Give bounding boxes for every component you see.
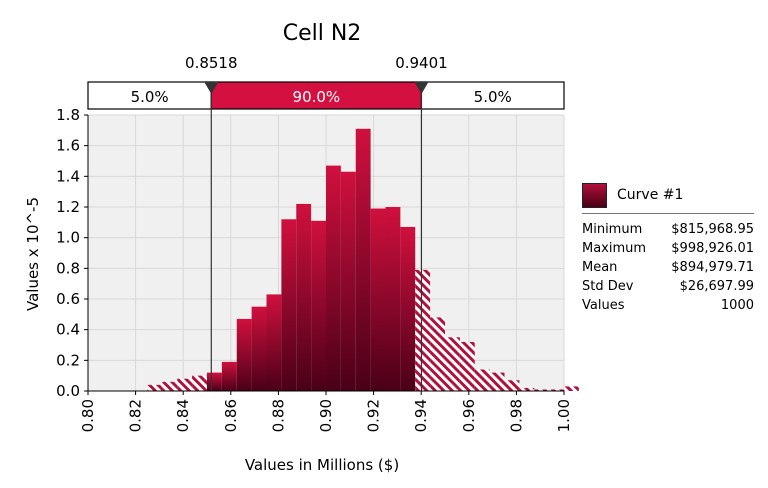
stats-divider: [582, 213, 754, 214]
histogram-bar: [370, 208, 386, 391]
y-tick-label: 0.2: [56, 351, 80, 369]
y-tick-label: 1.8: [56, 106, 80, 124]
chart-title: Cell N2: [283, 21, 362, 46]
y-tick-label: 0.8: [56, 259, 80, 277]
histogram-bar: [549, 389, 564, 391]
stat-value: $998,926.01: [671, 241, 754, 256]
x-tick-label: 1.00: [555, 399, 573, 432]
histogram-bar: [162, 381, 178, 391]
percentile-band-bar: 5.0% 90.0% 5.0% 0.8518 0.9401: [87, 54, 565, 110]
x-tick-label: 0.84: [174, 399, 192, 432]
y-axis-label: Values x 10^-5: [24, 197, 42, 311]
y-tick-label: 0.6: [56, 290, 80, 308]
x-tick-label: 0.86: [222, 399, 240, 432]
stat-label: Std Dev: [582, 279, 634, 294]
stat-label: Minimum: [582, 222, 643, 237]
x-tick-label: 0.94: [412, 399, 430, 432]
x-tick-label: 0.92: [365, 399, 383, 432]
y-tick-label: 1.2: [56, 198, 80, 216]
histogram-bar: [221, 361, 237, 391]
x-axis-label: Values in Millions ($): [245, 456, 399, 474]
histogram-bar: [340, 171, 356, 391]
stat-row: Minimum $815,968.95: [582, 220, 754, 239]
percentile-band-label: 5.0%: [131, 88, 169, 106]
histogram-bar: [400, 226, 416, 391]
stat-row: Std Dev $26,697.99: [582, 277, 754, 296]
percentile-band-label: 90.0%: [293, 88, 341, 106]
histogram-bar: [430, 317, 445, 391]
histogram-bar: [147, 384, 163, 391]
plot-area: 0.0 0.2 0.4 0.6 0.8 1.0 1.2 1.4 1.6 1.8 0.80 0.82 0.…: [56, 88, 579, 432]
x-tick-label: 0.82: [127, 399, 145, 432]
histogram-bar: [266, 294, 282, 391]
stat-label: Values: [582, 298, 625, 313]
y-tick-label: 1.4: [56, 167, 80, 185]
histogram-bar: [489, 372, 505, 391]
stat-value: $815,968.95: [671, 222, 754, 237]
histogram-bar: [311, 220, 326, 391]
stat-row: Maximum $998,926.01: [582, 239, 754, 258]
legend-swatch: [582, 182, 607, 208]
histogram-bar: [564, 386, 579, 391]
stat-row: Values 1000: [582, 296, 754, 315]
legend-label: Curve #1: [617, 187, 684, 203]
histogram-bar: [192, 375, 207, 391]
histogram-bar: [207, 372, 222, 391]
stats-list: Minimum $815,968.95 Maximum $998,926.01 Mean…: [582, 220, 754, 315]
histogram-bar: [355, 128, 371, 392]
stat-label: Maximum: [582, 241, 647, 256]
histogram-bar: [296, 203, 312, 391]
percentile-band-label: 5.0%: [474, 88, 512, 106]
y-tick-label: 1.6: [56, 137, 80, 155]
histogram-bar: [474, 369, 490, 391]
x-tick-label: 0.80: [79, 399, 97, 432]
histogram-bar: [415, 269, 431, 391]
stat-value: $894,979.71: [671, 260, 754, 275]
stat-value: 1000: [720, 298, 754, 313]
stat-value: $26,697.99: [679, 279, 754, 294]
stat-row: Mean $894,979.71: [582, 258, 754, 277]
histogram-bar: [534, 389, 550, 391]
legend: Curve #1: [582, 180, 754, 210]
histogram-bar: [236, 318, 252, 391]
histogram-bar: [385, 207, 401, 391]
percentile-marker-label: 0.9401: [395, 54, 448, 72]
y-tick-label: 0.0: [56, 382, 80, 400]
x-tick-label: 0.98: [507, 399, 525, 432]
percentile-marker-label: 0.8518: [185, 54, 238, 72]
x-tick-label: 0.96: [460, 399, 478, 432]
percentile-band-segment: [87, 81, 212, 110]
histogram-bar: [326, 165, 341, 391]
y-tick-label: 1.0: [56, 229, 80, 247]
histogram-bar: [251, 306, 267, 391]
y-tick-label: 0.4: [56, 321, 80, 339]
histogram-bar: [281, 219, 297, 391]
x-tick-label: 0.88: [269, 399, 287, 432]
stats-panel: Curve #1 Minimum $815,968.95 Maximum $998,9…: [582, 180, 754, 315]
histogram-bar: [519, 387, 535, 391]
x-tick-label: 0.90: [317, 399, 335, 432]
histogram-bar: [504, 380, 520, 391]
stat-label: Mean: [582, 260, 618, 275]
histogram-bar: [177, 378, 193, 391]
histogram-bar: [459, 341, 475, 391]
histogram-bar: [445, 337, 460, 391]
